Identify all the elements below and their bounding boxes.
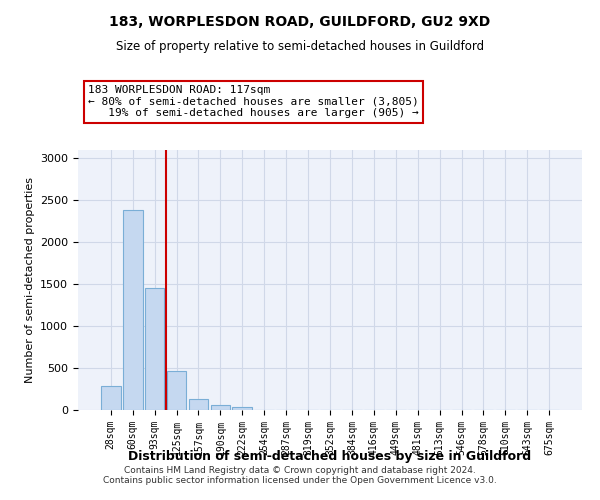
Bar bbox=[232, 406, 252, 410]
Bar bbox=[211, 405, 230, 410]
Text: Size of property relative to semi-detached houses in Guildford: Size of property relative to semi-detach… bbox=[116, 40, 484, 53]
Bar bbox=[123, 210, 143, 410]
Bar bbox=[101, 386, 121, 410]
Text: Contains HM Land Registry data © Crown copyright and database right 2024.
Contai: Contains HM Land Registry data © Crown c… bbox=[103, 466, 497, 485]
Bar bbox=[167, 372, 187, 410]
Y-axis label: Number of semi-detached properties: Number of semi-detached properties bbox=[25, 177, 35, 383]
Text: 183 WORPLESDON ROAD: 117sqm
← 80% of semi-detached houses are smaller (3,805)
  : 183 WORPLESDON ROAD: 117sqm ← 80% of sem… bbox=[88, 85, 419, 118]
Bar bbox=[188, 399, 208, 410]
Bar bbox=[145, 288, 164, 410]
Text: Distribution of semi-detached houses by size in Guildford: Distribution of semi-detached houses by … bbox=[128, 450, 532, 463]
Text: 183, WORPLESDON ROAD, GUILDFORD, GU2 9XD: 183, WORPLESDON ROAD, GUILDFORD, GU2 9XD bbox=[109, 15, 491, 29]
